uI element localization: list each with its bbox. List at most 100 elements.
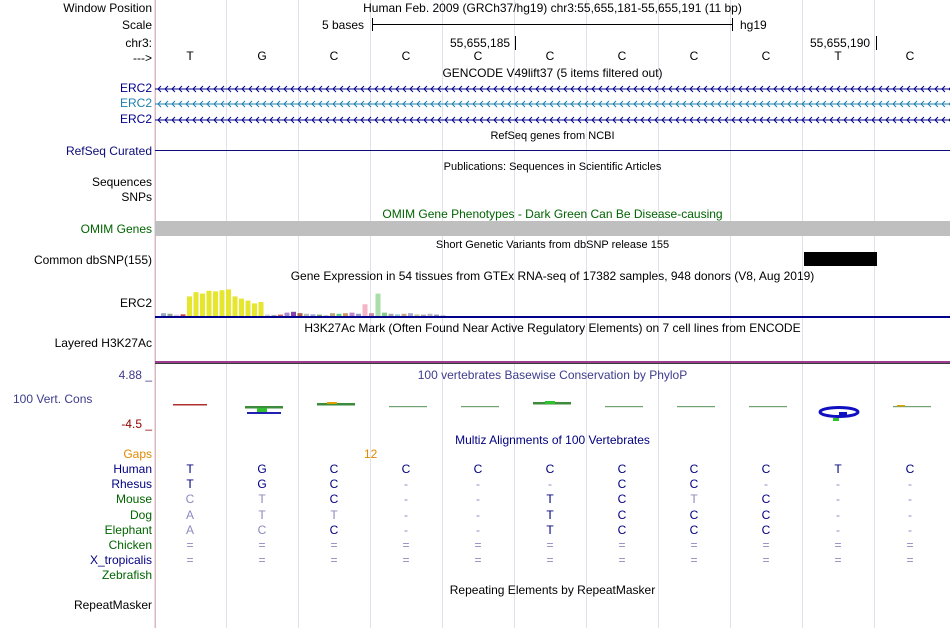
alignment-base: =: [546, 553, 554, 567]
gtex-tissue-bar[interactable]: [388, 313, 394, 316]
grid-line: [874, 0, 875, 628]
refseq-track-title: RefSeq genes from NCBI: [490, 130, 615, 142]
gencode-gene-line[interactable]: [155, 84, 950, 94]
alignment-base: C: [617, 508, 627, 522]
gtex-tissue-bar[interactable]: [375, 293, 381, 316]
h3k27ac-track-label[interactable]: Layered H3K27Ac: [54, 336, 152, 350]
gencode-gene-line[interactable]: [155, 115, 950, 125]
gencode-gene-label-3[interactable]: ERC2: [120, 112, 152, 126]
repeatmasker-track-label[interactable]: RepeatMasker: [73, 598, 152, 612]
gtex-tissue-bar[interactable]: [382, 312, 387, 316]
gtex-tissue-bar[interactable]: [265, 314, 270, 316]
gene-label-text: ERC2: [119, 81, 152, 95]
gtex-tissue-bar[interactable]: [421, 314, 426, 316]
refseq-track-label[interactable]: RefSeq Curated: [65, 144, 152, 158]
gtex-tissue-bar[interactable]: [434, 314, 439, 316]
gtex-tissue-bar[interactable]: [180, 314, 186, 316]
phylop-track-title: 100 vertebrates Basewise Conservation by…: [417, 368, 688, 382]
grid-line: [586, 0, 587, 628]
phylop-logo-track[interactable]: [155, 396, 950, 426]
gtex-tissue-bar[interactable]: [356, 313, 361, 316]
publications-label-sequences[interactable]: Sequences: [91, 175, 152, 189]
alignment-base: C: [473, 462, 483, 476]
alignment-base: T: [690, 492, 698, 506]
label-separator: [155, 0, 156, 628]
dbsnp-variant-block[interactable]: [804, 252, 877, 266]
gtex-tissue-bar[interactable]: [427, 313, 433, 316]
position-tick-1: [515, 36, 516, 50]
window-position-label: Window Position: [63, 1, 152, 15]
refseq-gene-line[interactable]: [155, 150, 950, 151]
alignment-base: T: [330, 508, 338, 522]
gtex-tissue-bar[interactable]: [245, 300, 251, 316]
base-letter: C: [473, 49, 483, 63]
alignment-base: =: [330, 538, 338, 552]
species-label[interactable]: Rhesus: [111, 477, 152, 491]
scale-bases-text: 5 bases: [322, 18, 365, 32]
gtex-tissue-bar[interactable]: [200, 293, 205, 316]
gencode-gene-line[interactable]: [155, 99, 950, 109]
repeatmasker-track-title: Repeating Elements by RepeatMasker: [449, 583, 656, 597]
omim-gene-bar[interactable]: [155, 221, 950, 236]
gtex-tissue-bar[interactable]: [258, 302, 264, 316]
gtex-tissue-bar[interactable]: [408, 313, 413, 316]
gtex-tissue-bar[interactable]: [174, 314, 179, 316]
gtex-bar-chart[interactable]: [155, 284, 950, 318]
gtex-tissue-bar[interactable]: [161, 313, 166, 316]
grid-line: [154, 0, 155, 628]
publications-label-snps[interactable]: SNPs: [121, 190, 152, 204]
gtex-tissue-bar[interactable]: [206, 290, 212, 316]
alignment-base: C: [689, 462, 699, 476]
phylop-track-label[interactable]: 100 Vert. Cons: [13, 392, 93, 406]
gtex-tissue-bar[interactable]: [167, 313, 173, 316]
gene-strand-arrows: [155, 85, 950, 93]
gtex-tissue-bar[interactable]: [232, 296, 238, 316]
alignment-base: C: [689, 523, 699, 537]
gtex-tissue-bar[interactable]: [401, 313, 407, 316]
gtex-tissue-bar[interactable]: [349, 312, 355, 316]
species-label[interactable]: Mouse: [115, 492, 152, 506]
gtex-tissue-bar[interactable]: [440, 314, 446, 316]
gtex-tissue-bar[interactable]: [304, 313, 309, 316]
gtex-tissue-bar[interactable]: [369, 313, 374, 316]
gtex-tissue-bar[interactable]: [187, 296, 192, 316]
gtex-tissue-bar[interactable]: [395, 314, 400, 316]
gtex-tissue-bar[interactable]: [317, 314, 322, 316]
gtex-tissue-bar[interactable]: [271, 314, 277, 316]
species-label[interactable]: Zebrafish: [101, 568, 152, 582]
gencode-gene-label-1[interactable]: ERC2: [120, 81, 152, 95]
gencode-gene-label-2[interactable]: ERC2: [120, 96, 152, 110]
gtex-track-label[interactable]: ERC2: [119, 296, 152, 310]
species-label[interactable]: X_tropicalis: [89, 553, 152, 567]
gtex-tissue-bar[interactable]: [310, 314, 316, 316]
track-data-area[interactable]: Human Feb. 2009 (GRCh37/hg19) chr3:55,65…: [154, 0, 950, 628]
gtex-tissue-bar[interactable]: [278, 314, 283, 316]
gtex-tissue-bar[interactable]: [226, 289, 231, 316]
gtex-tissue-bar[interactable]: [252, 303, 257, 316]
alignment-base: T: [258, 492, 266, 506]
species-label[interactable]: Chicken: [108, 538, 152, 552]
gtex-tissue-bar[interactable]: [323, 314, 329, 316]
omim-track-label[interactable]: OMIM Genes: [80, 222, 152, 236]
gtex-tissue-bar[interactable]: [362, 304, 368, 316]
h3k27ac-signal[interactable]: [155, 361, 950, 363]
gtex-tissue-bar[interactable]: [284, 312, 290, 316]
dbsnp-track-label[interactable]: Common dbSNP(155): [33, 253, 152, 267]
gtex-tissue-bar[interactable]: [291, 311, 296, 316]
gtex-tissue-bar[interactable]: [297, 313, 303, 316]
gtex-tissue-bar[interactable]: [239, 298, 244, 316]
gtex-tissue-bar[interactable]: [343, 313, 348, 316]
alignment-base: C: [185, 492, 195, 506]
gtex-tissue-bar[interactable]: [219, 290, 225, 316]
alignment-base: -: [476, 508, 480, 522]
gtex-tissue-bar[interactable]: [213, 291, 218, 316]
gtex-tissue-bar[interactable]: [414, 314, 420, 316]
alignment-base: -: [908, 508, 912, 522]
gtex-tissue-bar[interactable]: [193, 292, 199, 316]
species-label[interactable]: Elephant: [104, 523, 152, 537]
gtex-tissue-bar[interactable]: [330, 313, 335, 316]
species-label[interactable]: Human: [113, 462, 152, 476]
gtex-tissue-bar[interactable]: [336, 313, 342, 316]
species-label[interactable]: Dog: [129, 508, 152, 522]
position-label-1: 55,655,185: [450, 36, 511, 50]
